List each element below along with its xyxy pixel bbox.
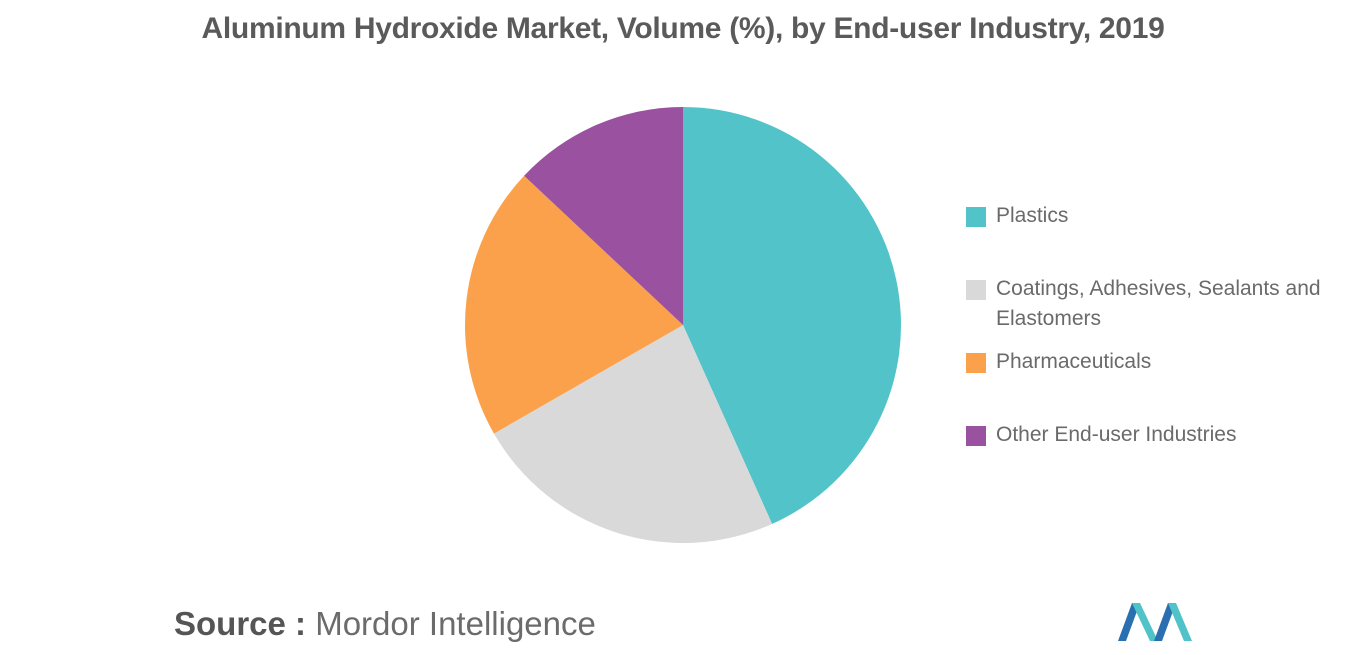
legend-swatch — [966, 280, 986, 300]
legend-label: Other End-user Industries — [996, 423, 1237, 446]
source-value: Mordor Intelligence — [315, 605, 596, 642]
source-key: Source : — [174, 605, 307, 642]
legend-label: Plastics — [996, 204, 1069, 227]
pie-slice-other-end-user-industries — [524, 107, 683, 325]
mordor-intelligence-logo-icon — [1118, 603, 1192, 641]
legend-swatch — [966, 426, 986, 446]
pie-slice-coatings-adhesives-sealants-and-elastomers — [493, 325, 773, 543]
pie-slice-plastics — [683, 107, 901, 524]
pie-slice-pharmaceuticals — [465, 175, 683, 434]
legend-label: Pharmaceuticals — [996, 350, 1152, 373]
source-line: Source : Mordor Intelligence — [174, 605, 596, 643]
legend-swatch — [966, 207, 986, 227]
legend-label: Coatings, Adhesives, Sealants and Elasto… — [996, 277, 1321, 330]
legend-swatch — [966, 353, 986, 373]
chart-title: Aluminum Hydroxide Market, Volume (%), b… — [201, 12, 1165, 45]
